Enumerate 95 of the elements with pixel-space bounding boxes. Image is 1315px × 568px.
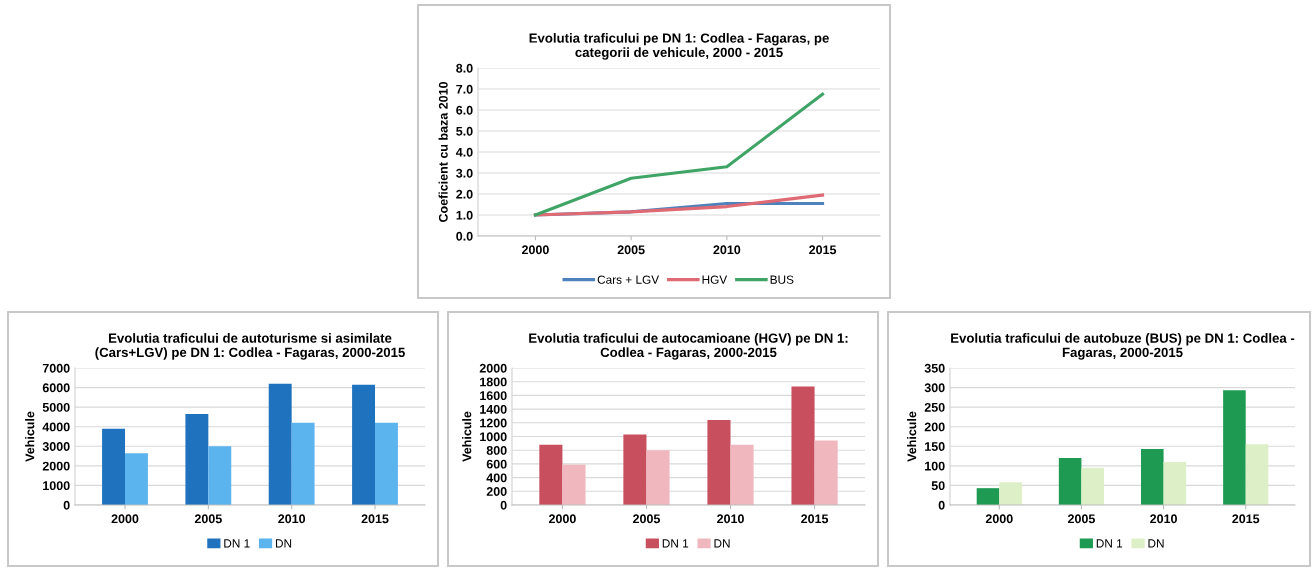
y-tick-label: 0	[63, 500, 70, 510]
x-tick-label: 2005	[633, 514, 661, 524]
y-tick-label: 350	[924, 363, 945, 373]
x-tick-label: 2015	[801, 514, 829, 524]
y-axis-title: Vehicule	[907, 411, 917, 462]
bar	[208, 446, 232, 505]
y-tick-label: 200	[486, 487, 507, 496]
y-tick-label: 1.0	[456, 210, 473, 220]
y-axis-title: Vehicule	[462, 411, 472, 462]
legend-label: DN	[1148, 539, 1164, 548]
chart-title: Evolutia traficului de autocamioane (HGV) pe DN 1: Codlea - Fagaras, 2000-2015	[529, 333, 848, 360]
y-axis-title: Coeficient cu baza 2010	[438, 81, 448, 222]
x-tick-label: 2000	[548, 514, 576, 524]
bar	[1081, 467, 1105, 505]
legend-label: DN 1	[662, 539, 689, 548]
y-tick-label: 6000	[42, 383, 70, 393]
bar	[1140, 449, 1164, 505]
y-tick-label: 400	[486, 473, 507, 483]
x-tick-label: 2015	[809, 245, 837, 255]
y-tick-label: 250	[924, 402, 945, 412]
legend-label: DN 1	[224, 539, 250, 548]
y-tick-label: 1000	[43, 481, 70, 491]
legend-label: BUS	[770, 275, 794, 284]
bar	[791, 386, 815, 505]
x-tick-label: 2000	[111, 514, 139, 524]
y-tick-label: 3.0	[456, 168, 473, 178]
y-tick-label: 1200	[480, 418, 507, 428]
bar	[185, 413, 209, 505]
y-tick-label: 1400	[480, 404, 507, 414]
chart-title: Evolutia traficului de autoturisme si asimilate (Cars+LGV) pe DN 1: Codlea - Fagaras, 2000-2015	[95, 333, 405, 360]
line-series	[533, 193, 825, 217]
y-axis-title: Vehicule	[25, 411, 35, 462]
legend-label: DN	[714, 539, 730, 548]
bar	[999, 482, 1022, 505]
bar	[976, 488, 1000, 505]
x-tick-label: 2010	[1150, 514, 1177, 524]
bar	[1058, 458, 1082, 505]
y-tick-label: 7.0	[456, 84, 473, 94]
x-tick-label: 2005	[1067, 514, 1095, 524]
legend-label: DN	[275, 539, 292, 548]
y-tick-label: 2000	[42, 461, 70, 471]
y-tick-label: 0	[938, 500, 945, 510]
bar	[562, 464, 586, 505]
y-tick-label: 1800	[480, 377, 507, 387]
x-tick-label: 2005	[617, 245, 645, 255]
line-series	[533, 92, 825, 217]
bar	[375, 422, 398, 505]
y-tick-label: 3000	[42, 442, 70, 451]
y-tick-label: 150	[925, 442, 945, 451]
x-tick-label: 2005	[194, 514, 222, 524]
y-tick-label: 200	[924, 422, 945, 432]
y-tick-label: 1600	[480, 391, 507, 401]
x-tick-label: 2010	[713, 245, 741, 255]
bar	[102, 428, 125, 505]
y-tick-label: 7000	[42, 363, 70, 373]
bar	[1163, 461, 1187, 505]
y-tick-label: 8.0	[456, 63, 473, 73]
bar	[352, 384, 375, 505]
y-tick-label: 300	[924, 383, 945, 393]
bar	[623, 434, 647, 505]
chart-title: Evolutia traficului de autobuze (BUS) pe DN 1: Codlea - Fagaras, 2000-2015	[951, 333, 1295, 360]
y-tick-label: 0	[500, 500, 507, 510]
y-tick-label: 5.0	[456, 126, 473, 136]
y-tick-label: 2000	[479, 363, 507, 373]
bar	[814, 440, 838, 505]
bar	[125, 453, 148, 505]
legend-label: Cars + LGV	[597, 275, 660, 284]
y-tick-label: 4.0	[455, 147, 473, 157]
bar	[730, 444, 754, 505]
x-tick-label: 2000	[985, 514, 1013, 524]
bar	[646, 450, 670, 505]
y-tick-label: 0.0	[456, 231, 473, 241]
chart-title: Evolutia traficului pe DN 1: Codlea - Fagaras, pe categorii de vehicule, 2000 - 2015	[529, 33, 829, 60]
y-tick-label: 100	[925, 461, 945, 471]
y-tick-label: 1000	[480, 432, 507, 442]
y-tick-label: 800	[486, 446, 507, 455]
x-tick-label: 2010	[717, 514, 744, 524]
y-tick-label: 600	[486, 459, 507, 469]
legend-label: DN 1	[1096, 539, 1123, 548]
bar	[1245, 444, 1269, 505]
y-tick-label: 50	[931, 481, 945, 491]
bar	[268, 383, 292, 505]
legend-label: HGV	[702, 275, 728, 284]
y-tick-label: 5000	[42, 402, 70, 412]
bar	[539, 444, 563, 505]
bar	[707, 420, 731, 505]
y-tick-label: 2.0	[456, 189, 473, 199]
y-tick-label: 4000	[42, 422, 70, 432]
x-tick-label: 2015	[361, 514, 389, 524]
bar	[1223, 390, 1246, 505]
x-tick-label: 2010	[278, 514, 306, 524]
x-tick-label: 2000	[521, 245, 549, 255]
bar	[291, 422, 315, 505]
x-tick-label: 2015	[1232, 514, 1260, 524]
y-tick-label: 6.0	[456, 105, 473, 115]
